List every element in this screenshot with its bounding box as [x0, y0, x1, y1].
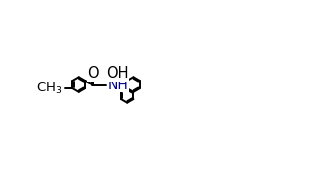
- Text: OH: OH: [106, 66, 129, 81]
- Text: NH: NH: [107, 78, 128, 92]
- Text: O: O: [87, 66, 99, 81]
- Text: CH$_3$: CH$_3$: [36, 81, 62, 96]
